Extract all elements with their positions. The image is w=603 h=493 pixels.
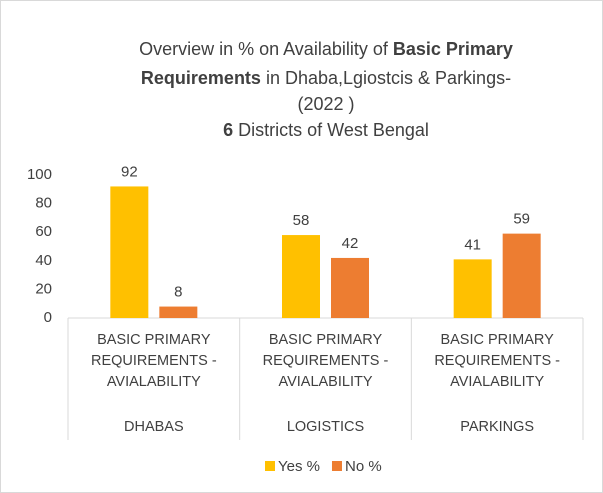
data-label: 92 (121, 163, 138, 180)
chart-title: Overview in % on Availability of Basic P… (139, 39, 513, 59)
y-tick-label: 100 (27, 166, 52, 183)
bar (110, 186, 149, 318)
legend-swatch (265, 461, 275, 471)
bar (502, 233, 541, 318)
title-part: 6 (223, 120, 233, 140)
title-part: Basic Primary (393, 39, 513, 59)
bar (331, 257, 369, 318)
data-label: 42 (342, 235, 359, 252)
x-tick-label: BASIC PRIMARY REQUIREMENTS - AVIALABILIT… (90, 332, 217, 390)
legend-label: No % (345, 458, 382, 475)
title-part: Districts of West Bengal (233, 120, 429, 140)
x-tick-label: BASIC PRIMARY REQUIREMENTS - AVIALABILIT… (262, 332, 389, 390)
chart-title: 6 Districts of West Bengal (223, 120, 429, 140)
legend-label: Yes % (278, 458, 320, 475)
data-label: 58 (293, 212, 310, 229)
bar (282, 235, 320, 318)
title-part: in Dhaba,Lgiostcis & Parkings- (261, 68, 511, 88)
chart-title: (2022 ) (297, 94, 354, 114)
y-tick-label: 20 (35, 280, 52, 297)
y-tick-label: 0 (44, 309, 52, 326)
group-label: DHABAS (124, 419, 184, 435)
y-tick-label: 60 (35, 223, 52, 240)
chart-title: Requirements in Dhaba,Lgiostcis & Parkin… (141, 68, 511, 88)
data-label: 41 (464, 236, 481, 253)
data-label: 8 (174, 284, 182, 301)
bar (159, 306, 198, 318)
data-label: 59 (513, 211, 530, 228)
y-tick-label: 80 (35, 195, 52, 212)
group-label: LOGISTICS (286, 419, 365, 435)
x-tick-label: BASIC PRIMARY REQUIREMENTS - AVIALABILIT… (434, 332, 560, 390)
bar (453, 259, 492, 318)
title-part: Overview in % on Availability of (139, 39, 393, 59)
title-part: Requirements (141, 68, 261, 88)
y-tick-label: 40 (35, 252, 52, 269)
legend-swatch (331, 461, 342, 471)
group-label: PARKINGS (460, 419, 535, 435)
